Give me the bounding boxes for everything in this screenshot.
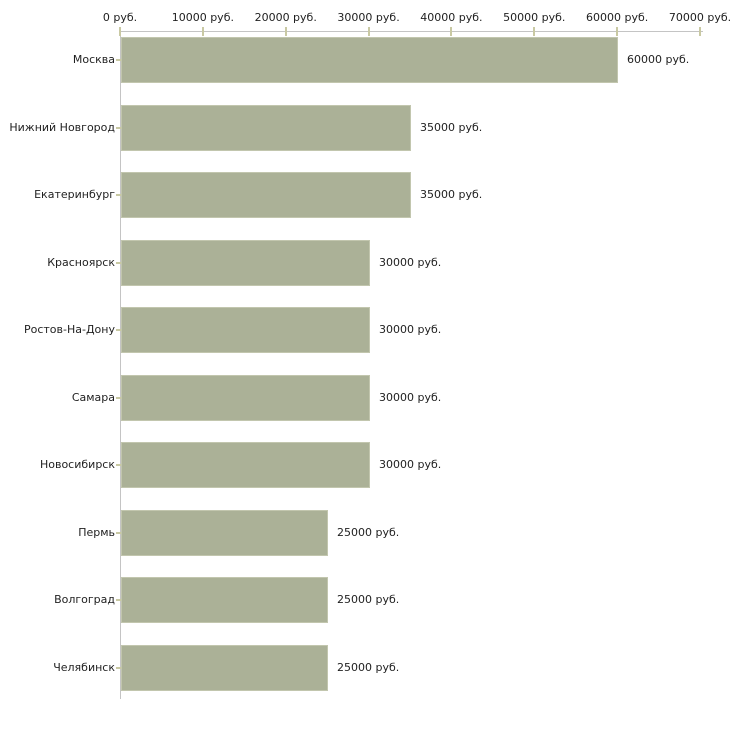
x-tick-mark xyxy=(119,27,121,36)
x-tick-mark xyxy=(616,27,619,36)
y-tick-mark xyxy=(116,666,124,669)
bar-value-label: 30000 руб. xyxy=(379,458,442,471)
category-label: Пермь xyxy=(78,525,115,539)
x-tick-label: 50000 руб. xyxy=(503,11,566,24)
category-label: Челябинск xyxy=(53,660,115,674)
category-label: Нижний Новгород xyxy=(9,120,115,134)
x-tick-label: 20000 руб. xyxy=(254,11,317,24)
bar-value-label: 30000 руб. xyxy=(379,255,442,269)
bar xyxy=(121,37,618,83)
category-label: Красноярск xyxy=(47,255,115,269)
category-label: Екатеринбург xyxy=(34,188,115,201)
y-tick-mark xyxy=(116,59,124,61)
category-label: Самара xyxy=(71,390,115,404)
bar-value-label: 25000 руб. xyxy=(337,660,400,674)
bar xyxy=(121,239,370,286)
bar xyxy=(121,374,370,421)
y-axis-line xyxy=(120,31,121,699)
y-tick-mark xyxy=(116,396,124,399)
x-tick-label: 10000 руб. xyxy=(171,11,234,24)
y-tick-mark xyxy=(116,194,124,196)
x-tick-mark xyxy=(699,27,701,36)
bar xyxy=(121,104,411,151)
bar xyxy=(121,442,370,488)
bar-value-label: 25000 руб. xyxy=(337,593,400,606)
y-tick-mark xyxy=(116,531,124,534)
x-tick-mark xyxy=(367,27,370,36)
x-tick-mark xyxy=(201,27,204,36)
x-tick-label: 0 руб. xyxy=(102,11,138,24)
bar xyxy=(121,644,328,691)
x-tick-label: 40000 руб. xyxy=(420,11,483,24)
y-tick-mark xyxy=(116,464,124,466)
x-tick-label: 60000 руб. xyxy=(586,11,649,24)
x-tick-mark xyxy=(450,27,453,36)
x-tick-mark xyxy=(533,27,536,36)
bar xyxy=(121,172,411,218)
x-tick-label: 30000 руб. xyxy=(337,11,400,24)
bar-value-label: 60000 руб. xyxy=(627,53,690,66)
category-label: Новосибирск xyxy=(39,458,115,471)
bar xyxy=(121,509,328,556)
x-axis-line xyxy=(120,31,703,32)
y-tick-mark xyxy=(116,599,124,601)
category-label: Волгоград xyxy=(54,593,115,606)
y-tick-mark xyxy=(116,261,124,264)
bar-value-label: 35000 руб. xyxy=(420,188,483,201)
category-label: Ростов-На-Дону xyxy=(23,323,115,336)
category-label: Москва xyxy=(72,53,115,66)
y-tick-mark xyxy=(116,126,124,129)
y-tick-mark xyxy=(116,329,124,331)
bar xyxy=(121,577,328,623)
bar-value-label: 30000 руб. xyxy=(379,323,442,336)
x-tick-mark xyxy=(284,27,287,36)
x-tick-label: 70000 руб. xyxy=(668,11,730,24)
bar-value-label: 30000 руб. xyxy=(379,390,442,404)
bar xyxy=(121,307,370,353)
bar-value-label: 25000 руб. xyxy=(337,525,400,539)
bar-value-label: 35000 руб. xyxy=(420,120,483,134)
